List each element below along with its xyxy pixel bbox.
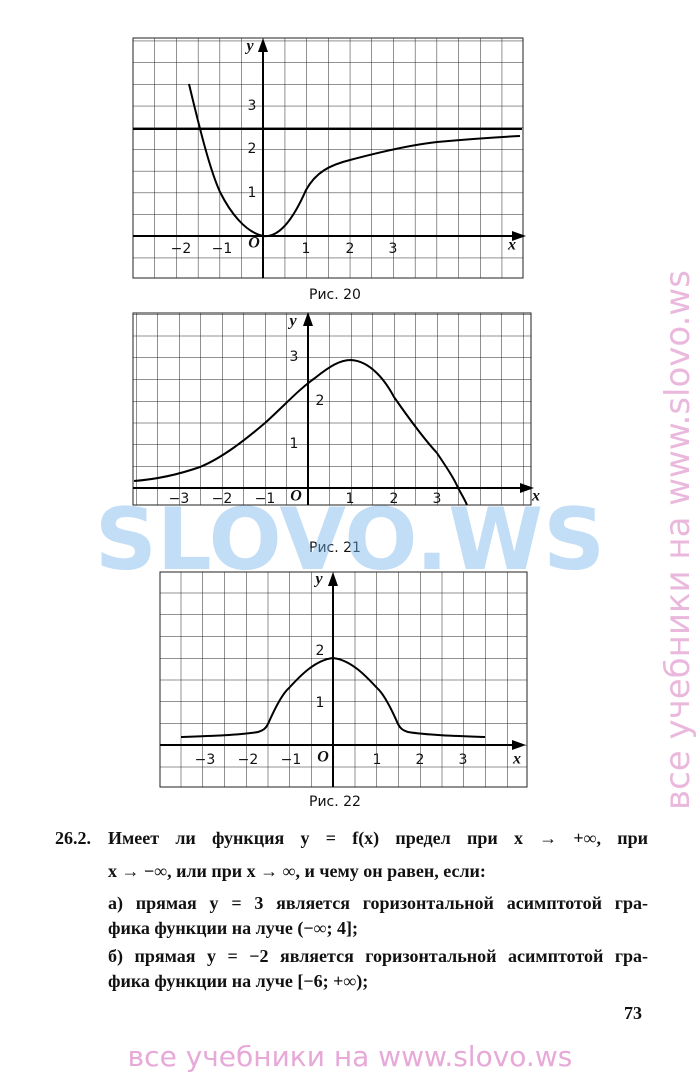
arrow (258, 38, 268, 52)
text-line: Имеет ли функция y = f(x) предел при x →… (108, 828, 648, 848)
text-line: фика функции на луче [−6; +∞); (108, 971, 369, 991)
tick-label: −2 (212, 491, 233, 507)
curve (133, 358, 468, 506)
figure-21: y x O −3 −2 −1 1 2 3 1 2 3 Рис. 21 (132, 312, 540, 556)
tick-label: 1 (346, 491, 355, 507)
arrow (512, 231, 526, 241)
tick-label: −1 (281, 752, 302, 768)
axis-label: x (531, 488, 540, 505)
tick-label: −2 (171, 241, 192, 257)
tick-label: 1 (302, 241, 311, 257)
tick-label: 2 (416, 752, 425, 768)
watermark: SLOVO.WS (94, 490, 606, 590)
origin-label: O (290, 488, 302, 505)
tick-label: 3 (459, 752, 468, 768)
problem-number: 26.2. (55, 828, 91, 848)
caption: Рис. 22 (309, 794, 361, 810)
figure-20: y x O −2 −1 1 2 3 1 2 3 Рис. 20 (132, 37, 526, 303)
tick-label: −2 (238, 752, 259, 768)
tick-label: 1 (248, 185, 257, 201)
tick-label: 1 (316, 695, 325, 711)
grid (159, 571, 528, 788)
curve (180, 656, 486, 738)
tick-label: 3 (248, 98, 257, 114)
tick-label: 2 (316, 643, 325, 659)
axis-label: y (287, 313, 297, 330)
caption: Рис. 21 (309, 540, 361, 556)
tick-label: 1 (290, 436, 299, 452)
tick-label: −1 (255, 491, 276, 507)
text-line: а) прямая y = 3 является горизонтальной … (108, 893, 648, 913)
tick-label: 2 (248, 141, 257, 157)
tick-label: −3 (169, 491, 190, 507)
text-line: x → −∞, или при x → ∞, и чему он равен, … (108, 861, 486, 881)
tick-label: 2 (346, 241, 355, 257)
grid (132, 37, 524, 279)
grid (132, 312, 532, 506)
text-line: фика функции на луче (−∞; 4]; (108, 918, 358, 938)
arrow (512, 740, 526, 750)
curve (188, 83, 521, 238)
arrow (303, 312, 313, 326)
watermark: все учебники на www.slovo.ws (127, 1040, 573, 1073)
axis-label: x (512, 751, 521, 768)
tick-label: 3 (389, 241, 398, 257)
origin-label: O (317, 749, 329, 766)
text-line: б) прямая y = −2 является горизонтальной… (108, 946, 648, 966)
tick-label: 3 (290, 349, 299, 365)
axis-label: y (313, 571, 323, 588)
tick-label: 3 (433, 491, 442, 507)
tick-label: 1 (373, 752, 382, 768)
axis-label: y (244, 38, 254, 55)
arrow (328, 572, 338, 586)
tick-label: −1 (212, 241, 233, 257)
origin-label: O (248, 235, 260, 252)
figure-22: y x O −3 −2 −1 1 2 3 1 2 Рис. 22 (159, 571, 528, 810)
watermark: все учебники на www.slovo.ws (658, 270, 698, 810)
tick-label: −3 (195, 752, 216, 768)
caption: Рис. 20 (309, 287, 361, 303)
axis-label: x (507, 237, 516, 254)
tick-label: 2 (390, 491, 399, 507)
tick-label: 2 (316, 393, 325, 409)
arrow (520, 483, 534, 493)
page-number: 73 (624, 1003, 642, 1023)
